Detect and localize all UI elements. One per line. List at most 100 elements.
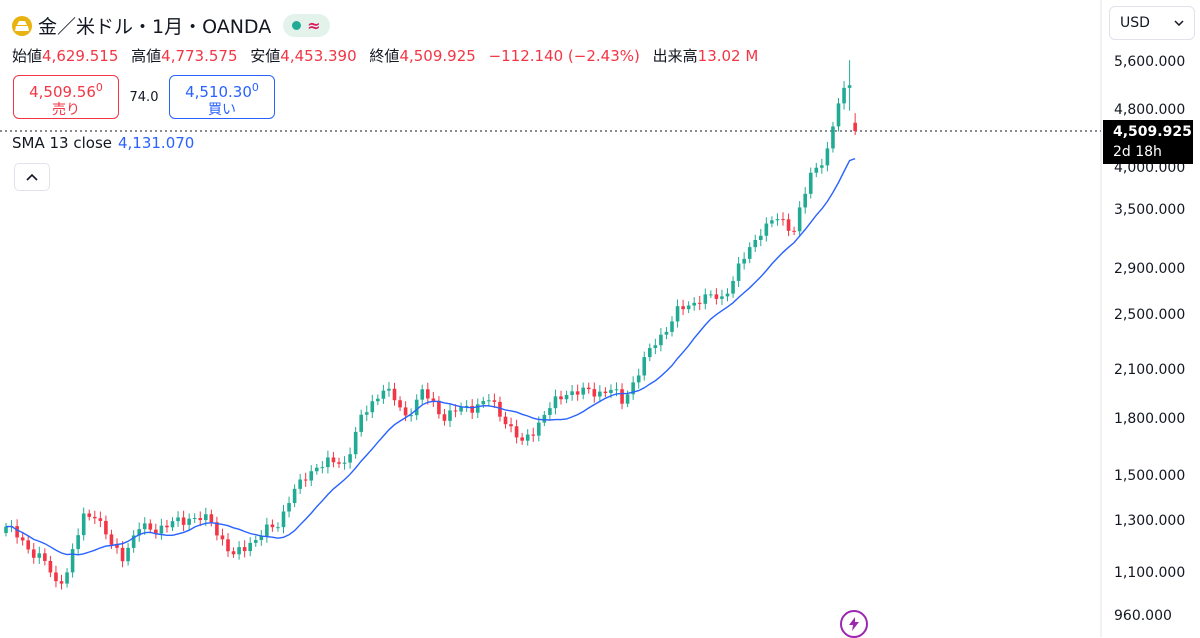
candle-body: [181, 517, 186, 525]
close-label: 終値: [369, 47, 400, 65]
buy-label: 買い: [208, 102, 236, 118]
candle-body: [353, 431, 358, 455]
candle-body: [126, 547, 130, 562]
candle-body: [609, 389, 613, 394]
candle-body: [109, 534, 114, 545]
candle-body: [59, 581, 64, 584]
candle-body: [847, 85, 852, 88]
candle-body: [631, 382, 635, 395]
candle-body: [814, 167, 819, 173]
y-tick-label: 1,500.000: [1114, 467, 1186, 484]
candle-body: [498, 401, 502, 417]
candle-body: [459, 406, 463, 412]
candle-body: [392, 388, 397, 401]
candle-body: [448, 410, 452, 421]
chevron-down-icon: [1174, 20, 1184, 26]
y-tick-label: 2,100.000: [1114, 362, 1186, 379]
buy-button[interactable]: 4,510.300 買い: [169, 75, 275, 119]
candle-body: [598, 391, 602, 397]
candle-body: [331, 457, 336, 463]
candle-body: [65, 572, 69, 584]
candle-body: [398, 400, 402, 408]
candle-body: [714, 294, 719, 299]
candle-body: [692, 302, 696, 306]
lightning-button[interactable]: [840, 610, 868, 638]
candle-body: [614, 389, 619, 391]
y-tick-label: 960.000: [1114, 608, 1172, 624]
low-value: 4,453.390: [280, 47, 357, 65]
candle-body: [265, 524, 269, 537]
candle-body: [81, 513, 86, 536]
candle-body: [509, 424, 513, 427]
candle-body: [281, 511, 286, 528]
currency-select[interactable]: USD: [1109, 6, 1195, 40]
candle-body: [204, 514, 208, 521]
collapse-legend-button[interactable]: [14, 163, 50, 191]
candle-body: [659, 334, 663, 346]
candle-body: [770, 220, 774, 224]
candle-body: [808, 172, 813, 194]
sell-button[interactable]: 4,509.560 売り: [13, 75, 119, 119]
candle-body: [309, 471, 314, 481]
y-tick-label: 5,600.000: [1114, 54, 1186, 70]
y-tick-label: 1,100.000: [1114, 565, 1186, 582]
candle-body: [248, 542, 252, 552]
candle-body: [648, 348, 652, 358]
candle-body: [26, 540, 30, 550]
candle-body: [697, 302, 702, 304]
candle-body: [475, 404, 480, 413]
candle-body: [242, 547, 247, 552]
candle-body: [298, 479, 302, 489]
buy-price: 4,510.30: [185, 83, 252, 101]
candle-body: [76, 535, 80, 550]
candle-body: [681, 306, 685, 310]
candle-body: [686, 305, 691, 310]
change-value: −112.140 (−2.43%): [488, 47, 640, 65]
candle-body: [409, 415, 413, 417]
candle-body: [781, 219, 785, 221]
candle-body: [670, 321, 674, 332]
candle-body: [48, 560, 53, 573]
candle-body: [736, 263, 741, 281]
sma-legend[interactable]: SMA 13 close 4,131.070: [12, 134, 194, 152]
candle-body: [487, 400, 491, 402]
candle-body: [70, 549, 75, 573]
candle-body: [359, 414, 363, 432]
candle-body: [231, 551, 236, 555]
candle-body: [592, 389, 597, 397]
open-label: 始値: [12, 47, 43, 65]
candle-body: [165, 525, 169, 528]
y-tick-label: 1,800.000: [1114, 410, 1186, 427]
low-label: 安値: [250, 47, 281, 65]
candle-body: [176, 517, 180, 522]
candle-body: [137, 529, 141, 536]
candle-body: [253, 540, 258, 543]
candle-body: [520, 437, 524, 441]
currency-value: USD: [1120, 15, 1150, 31]
symbol-title[interactable]: 金／米ドル・1月・OANDA: [38, 16, 272, 38]
candle-body: [603, 391, 608, 394]
y-tick-label: 3,500.000: [1114, 201, 1186, 218]
candle-body: [464, 405, 469, 407]
candle-body: [170, 521, 175, 528]
candle-body: [142, 523, 147, 530]
candle-body: [237, 547, 241, 555]
open-value: 4,629.515: [42, 47, 119, 65]
candle-body: [320, 467, 325, 469]
candle-body: [575, 391, 580, 395]
candle-body: [387, 388, 391, 391]
candle-body: [820, 165, 824, 168]
candle-body: [215, 522, 219, 536]
sma-value: 4,131.070: [117, 134, 195, 152]
candle-body: [742, 258, 746, 264]
market-status-badge[interactable]: ≈: [283, 14, 330, 37]
candle-body: [581, 387, 585, 395]
candle-body: [326, 457, 330, 468]
last-price-value: 4,509.925: [1113, 124, 1192, 140]
candle-body: [87, 513, 92, 517]
candle-body: [764, 223, 769, 236]
candle-body: [220, 535, 225, 540]
candle-body: [342, 462, 347, 464]
candle-body: [437, 400, 441, 415]
